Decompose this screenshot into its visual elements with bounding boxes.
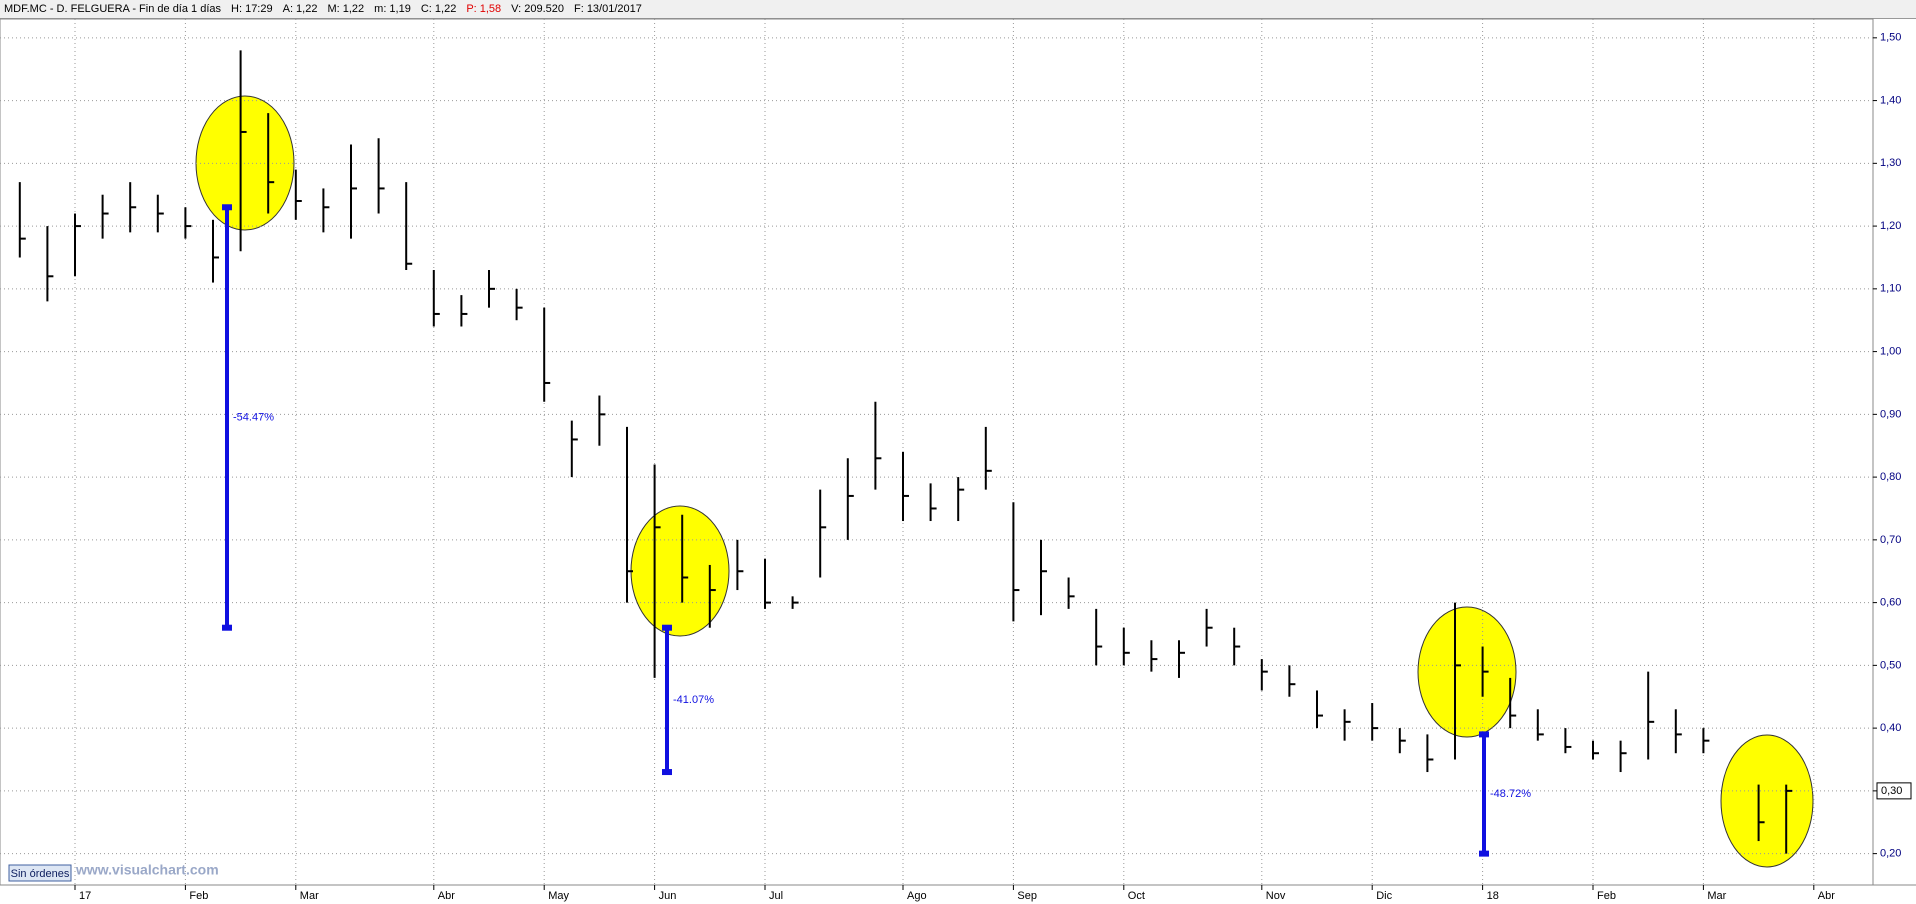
header-m: M: 1,22 [327, 3, 365, 15]
y-tick-label: 0,50 [1880, 659, 1901, 671]
last-price-box [1876, 782, 1912, 800]
arrow-cap [1479, 850, 1489, 857]
y-tick-label: 0,80 [1880, 471, 1901, 483]
x-tick-label: Feb [1597, 890, 1616, 902]
x-tick-label: Jul [769, 890, 783, 902]
last-price-label: 0,30 [1881, 785, 1902, 797]
x-tick-label: Ago [907, 890, 927, 902]
arrow-cap [222, 204, 232, 211]
drop-label: -54.47% [233, 411, 274, 423]
y-tick-label: 1,00 [1880, 346, 1901, 358]
header-f: F: 13/01/2017 [573, 3, 642, 15]
highlight-circle [1417, 606, 1517, 738]
chart-content: 0,20 0,30 0,40 0,50 0,60 0,70 0,80 0,90 1,00 1,10… [0, 19, 1916, 902]
x-tick-label: Mar [300, 890, 319, 902]
y-tick-label: 0,70 [1880, 534, 1901, 546]
arrow-cap [222, 624, 232, 631]
drop-label: -41.07% [673, 694, 714, 706]
x-tick-label: Abr [1818, 890, 1835, 902]
orders-button-label[interactable]: Sin órdenes [11, 868, 70, 880]
highlight-circle [630, 505, 730, 637]
y-tick-label: 0,60 [1880, 597, 1901, 609]
y-tick-label: 0,90 [1880, 408, 1901, 420]
y-tick-label: 0,20 [1880, 848, 1901, 860]
drop-label: -48.72% [1490, 788, 1531, 800]
y-tick-label: 1,10 [1880, 283, 1901, 295]
x-tick-label: May [548, 890, 569, 902]
arrow-cap [662, 769, 672, 776]
y-tick-label: 1,30 [1880, 157, 1901, 169]
header-p: P: 1,58 [466, 3, 502, 15]
header-min: m: 1,19 [374, 3, 411, 15]
y-tick-label: 1,50 [1880, 32, 1901, 44]
x-tick-label: Mar [1707, 890, 1726, 902]
y-tick-label: 0,40 [1880, 722, 1901, 734]
x-tick-label: Sep [1017, 890, 1037, 902]
arrow-cap [662, 624, 672, 631]
watermark: www.visualchart.com [75, 862, 219, 878]
header-c: C: 1,22 [420, 3, 457, 15]
header-symbol: MDF.MC - D. FELGUERA - Fin de día 1 días [4, 3, 222, 15]
x-tick-label: Nov [1266, 890, 1286, 902]
x-tick-label: Abr [438, 890, 455, 902]
x-tick-label: 18 [1487, 890, 1499, 902]
x-tick-label: Oct [1128, 890, 1145, 902]
x-tick-label: Jun [659, 890, 677, 902]
y-tick-label: 1,20 [1880, 220, 1901, 232]
header-h: H: 17:29 [231, 3, 273, 15]
header-a: A: 1,22 [282, 3, 318, 15]
highlight-circle [1720, 734, 1814, 868]
header: MDF.MC - D. FELGUERA - Fin de día 1 días… [0, 0, 1916, 19]
orders-button[interactable] [8, 864, 72, 882]
x-tick-label: 17 [79, 890, 91, 902]
header-v: V: 209.520 [511, 3, 564, 15]
y-tick-label: 1,40 [1880, 94, 1901, 106]
x-tick-label: Dic [1376, 890, 1392, 902]
x-tick-label: Feb [189, 890, 208, 902]
arrow-cap [1479, 731, 1489, 738]
